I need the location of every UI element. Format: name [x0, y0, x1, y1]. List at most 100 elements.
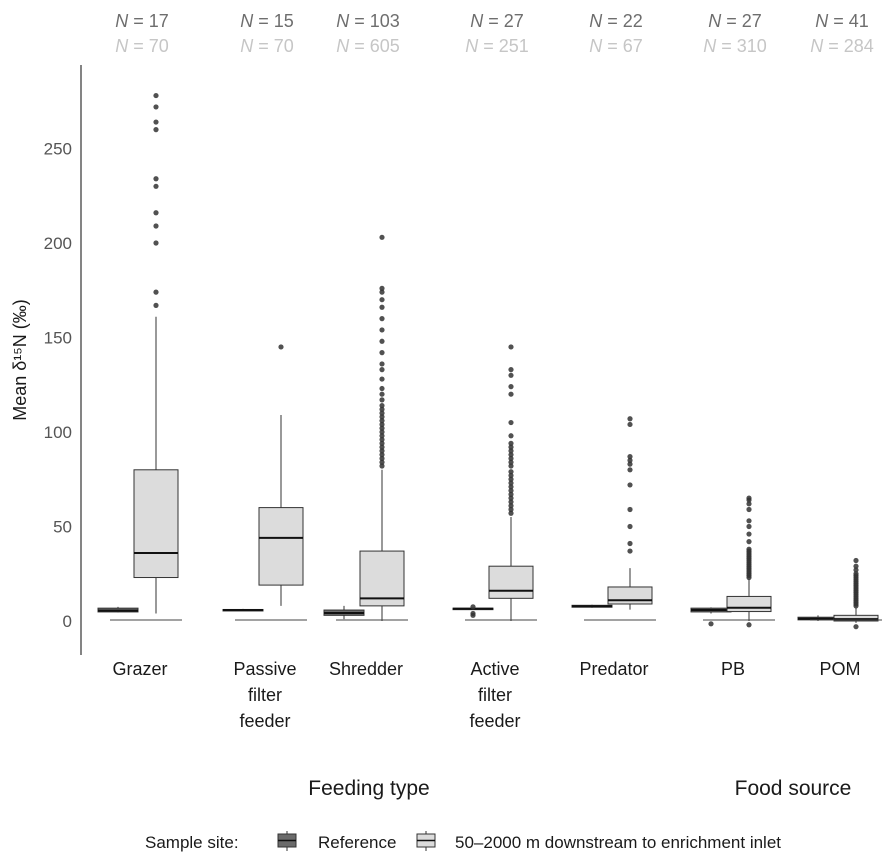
outlier-point [470, 604, 476, 610]
outlier-point [508, 487, 514, 494]
outlier-point [379, 433, 385, 439]
outlier-point [508, 452, 514, 458]
outlier-point [153, 92, 159, 99]
outlier-point [746, 531, 752, 537]
outlier-point [746, 506, 752, 513]
legend-title: Sample site: [145, 833, 239, 852]
outlier-point [746, 495, 752, 501]
outlier-point [853, 563, 859, 569]
outlier-point [508, 384, 514, 390]
outlier-point [153, 119, 159, 125]
outlier-point [153, 210, 159, 216]
outlier-point [379, 406, 385, 412]
outlier-point [746, 622, 752, 628]
n-count-reference: N = 15 [240, 11, 294, 31]
outlier-point [627, 482, 633, 488]
outlier-point [508, 495, 514, 501]
outlier-point [278, 344, 284, 350]
outlier-point [379, 436, 385, 443]
box-1-0 [133, 92, 179, 614]
n-count-reference: N = 27 [470, 11, 524, 31]
category-label: Predator [579, 659, 648, 679]
outlier-point [153, 302, 159, 308]
outlier-point [508, 440, 514, 446]
category-label: filter [248, 685, 282, 705]
category-label: feeder [469, 711, 520, 731]
outlier-point [627, 548, 633, 554]
y-tick-label: 50 [53, 518, 72, 537]
outlier-point [508, 484, 514, 490]
outlier-point [508, 510, 514, 516]
outlier-point [153, 183, 159, 189]
outlier-point [379, 338, 385, 344]
n-count-reference: N = 22 [589, 11, 643, 31]
category-label: Active [470, 659, 519, 679]
box-1-3 [488, 344, 534, 621]
outlier-point [708, 621, 714, 627]
outlier-point [627, 506, 633, 513]
y-tick-label: 150 [44, 329, 72, 348]
outlier-point [508, 433, 514, 439]
outlier-point [153, 223, 159, 229]
outlier-point [508, 344, 514, 350]
outlier-point [508, 372, 514, 378]
outlier-point [853, 624, 859, 630]
outlier-point [379, 376, 385, 382]
outlier-point [379, 440, 385, 446]
outlier-point [746, 518, 752, 524]
box-1-5 [726, 495, 772, 628]
outlier-point [379, 448, 385, 454]
outlier-point [508, 506, 514, 513]
outlier-point [853, 567, 859, 573]
outlier-point [508, 459, 514, 465]
box-1-4 [607, 416, 653, 610]
outlier-point [627, 467, 633, 473]
outlier-point [508, 391, 514, 397]
outlier-point [379, 452, 385, 458]
outlier-point [379, 414, 385, 420]
outlier-point [379, 402, 385, 409]
outlier-point [153, 240, 159, 246]
legend-label: 50–2000 m downstream to enrichment inlet [455, 833, 781, 852]
box-iqr [607, 586, 653, 605]
group-label: Food source [735, 777, 852, 800]
n-count-downstream: N = 70 [240, 36, 294, 56]
outlier-point [379, 304, 385, 310]
box-0-2 [323, 605, 365, 620]
box-1-1 [258, 344, 304, 606]
outlier-point [379, 316, 385, 322]
outlier-point [153, 127, 159, 133]
box-0-1 [222, 608, 264, 612]
y-tick-label: 0 [63, 612, 72, 631]
outlier-point [627, 421, 633, 428]
category-label: PB [721, 659, 745, 679]
outlier-point [508, 455, 514, 462]
outlier-point [379, 391, 385, 397]
legend: Sample site: Reference 50–2000 m downstrea… [145, 831, 781, 852]
outlier-point [153, 104, 159, 110]
outlier-point [508, 448, 514, 454]
outlier-point [746, 501, 752, 507]
n-count-reference: N = 17 [115, 11, 169, 31]
category-label: filter [478, 685, 512, 705]
box-iqr [488, 565, 534, 599]
box-iqr [726, 595, 772, 613]
outlier-point [627, 523, 633, 530]
y-tick-label: 250 [44, 140, 72, 159]
category-label: POM [819, 659, 860, 679]
outlier-point [379, 297, 385, 303]
legend-label: Reference [318, 833, 396, 852]
n-count-reference: N = 41 [815, 11, 869, 31]
outlier-point [379, 410, 385, 416]
y-axis-label: Mean δ¹⁵N (‰) [10, 299, 30, 421]
outlier-point [379, 455, 385, 462]
outlier-point [508, 469, 514, 475]
box-iqr [258, 507, 304, 586]
outlier-point [379, 367, 385, 373]
outlier-point [508, 491, 514, 497]
outlier-point [508, 480, 514, 486]
outlier-point [379, 429, 385, 435]
n-count-reference: N = 103 [336, 11, 400, 31]
outlier-point [853, 571, 859, 577]
